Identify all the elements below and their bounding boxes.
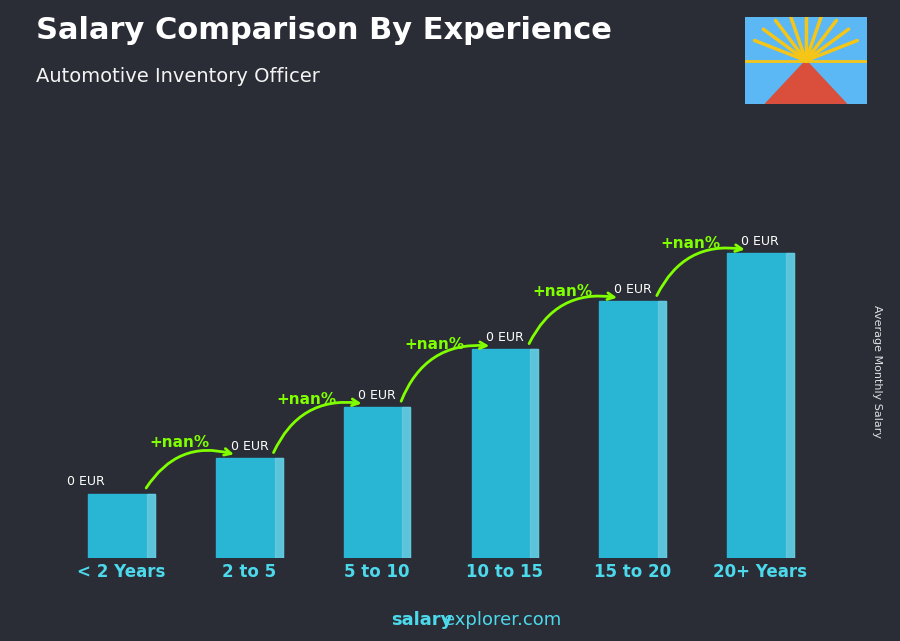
Bar — [786, 253, 794, 558]
Text: explorer.com: explorer.com — [444, 612, 561, 629]
Bar — [599, 301, 666, 558]
Text: 0 EUR: 0 EUR — [486, 331, 524, 344]
Polygon shape — [765, 60, 846, 104]
Text: +nan%: +nan% — [149, 435, 209, 450]
Text: 0 EUR: 0 EUR — [358, 389, 396, 402]
FancyArrowPatch shape — [657, 245, 742, 296]
Bar — [147, 494, 155, 558]
Text: 0 EUR: 0 EUR — [614, 283, 652, 296]
FancyArrowPatch shape — [146, 449, 231, 488]
Text: 0 EUR: 0 EUR — [67, 476, 104, 488]
Text: +nan%: +nan% — [660, 237, 720, 251]
Text: Automotive Inventory Officer: Automotive Inventory Officer — [36, 67, 320, 87]
Bar — [472, 349, 538, 558]
FancyArrowPatch shape — [401, 342, 486, 401]
Bar — [530, 349, 538, 558]
Bar — [344, 407, 410, 558]
Bar — [402, 407, 410, 558]
Bar — [88, 494, 155, 558]
Text: +nan%: +nan% — [277, 392, 337, 407]
Text: Average Monthly Salary: Average Monthly Salary — [872, 305, 883, 438]
Text: 0 EUR: 0 EUR — [230, 440, 268, 453]
Text: 0 EUR: 0 EUR — [742, 235, 779, 248]
Bar — [216, 458, 283, 558]
Bar — [727, 253, 794, 558]
Bar — [658, 301, 666, 558]
Text: salary: salary — [392, 612, 453, 629]
Text: +nan%: +nan% — [532, 285, 592, 299]
Text: Salary Comparison By Experience: Salary Comparison By Experience — [36, 16, 612, 45]
FancyArrowPatch shape — [529, 293, 614, 344]
FancyArrowPatch shape — [274, 399, 358, 453]
Bar — [274, 458, 283, 558]
Text: +nan%: +nan% — [405, 337, 464, 353]
